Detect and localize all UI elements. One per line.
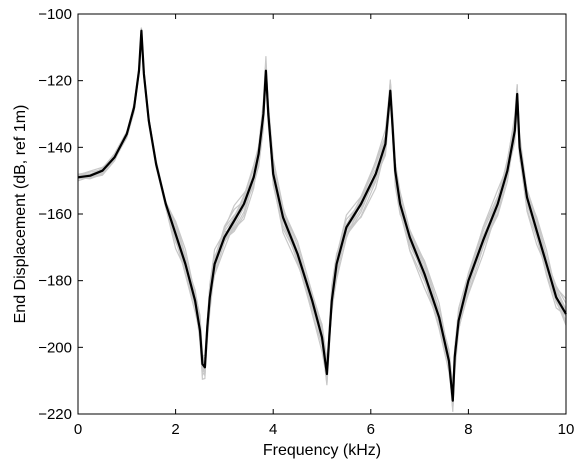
x-tick-label: 10 — [558, 421, 575, 438]
x-tick-label: 0 — [74, 421, 82, 438]
y-axis: −220 −200 −180 −160 −140 −120 −100 — [38, 6, 566, 423]
y-tick-label: −220 — [38, 406, 72, 423]
x-tick-label: 8 — [464, 421, 472, 438]
y-tick-label: −100 — [38, 6, 72, 23]
x-tick-label: 6 — [367, 421, 375, 438]
y-tick-label: −140 — [38, 139, 72, 156]
x-axis: 0 2 4 6 8 10 — [74, 14, 575, 438]
y-tick-label: −160 — [38, 206, 72, 223]
y-tick-label: −180 — [38, 273, 72, 290]
y-tick-label: −200 — [38, 339, 72, 356]
y-tick-label: −120 — [38, 73, 72, 90]
y-axis-label: End Displacement (dB, ref 1m) — [12, 105, 29, 324]
x-tick-label: 4 — [269, 421, 277, 438]
mean-response-line — [77, 29, 567, 402]
sample-curves — [77, 27, 567, 412]
mean-curve — [77, 29, 567, 402]
x-axis-label: Frequency (kHz) — [263, 442, 381, 459]
x-tick-label: 2 — [171, 421, 179, 438]
